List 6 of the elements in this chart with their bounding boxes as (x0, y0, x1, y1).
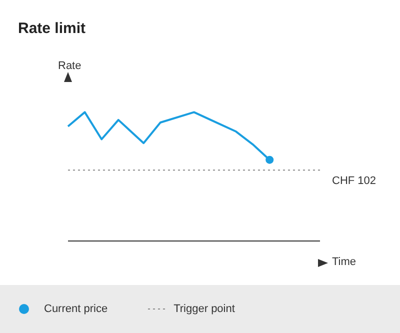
ref-line-label: CHF 102 (332, 175, 376, 188)
legend-label: Current price (44, 303, 108, 315)
text: Trigger point (174, 303, 235, 315)
chart-title: Rate limit (18, 20, 86, 37)
x-axis-title: Time (332, 256, 356, 268)
y-axis-title: Rate (58, 60, 82, 72)
